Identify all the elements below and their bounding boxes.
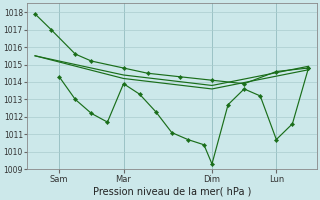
X-axis label: Pression niveau de la mer( hPa ): Pression niveau de la mer( hPa ) (92, 187, 251, 197)
